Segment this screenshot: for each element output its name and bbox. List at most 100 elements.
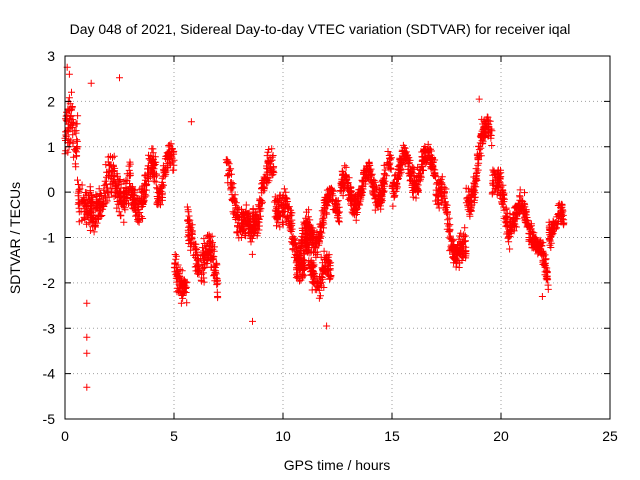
data-point — [73, 148, 80, 156]
data-point — [555, 211, 563, 219]
data-point — [86, 195, 94, 203]
data-point — [254, 201, 262, 209]
data-point — [229, 196, 237, 204]
data-point — [380, 170, 388, 178]
data-point — [184, 217, 192, 225]
data-point — [120, 218, 128, 226]
data-point — [302, 214, 310, 222]
data-point — [475, 95, 483, 103]
data-point — [327, 272, 335, 279]
data-point — [108, 184, 116, 192]
data-point — [559, 207, 567, 215]
data-point — [210, 266, 218, 274]
data-point — [461, 232, 469, 240]
data-point — [320, 247, 328, 255]
data-point — [266, 160, 274, 168]
data-point — [65, 70, 73, 78]
data-point — [377, 182, 385, 190]
data-point — [346, 188, 354, 195]
data-point — [310, 278, 318, 286]
data-point — [116, 194, 123, 201]
data-point — [230, 210, 238, 218]
data-point — [513, 204, 521, 212]
data-point — [93, 219, 101, 227]
data-point — [380, 188, 388, 196]
data-point — [391, 191, 399, 199]
data-point — [396, 170, 404, 178]
data-point — [214, 276, 221, 284]
data-point — [296, 245, 304, 252]
data-point — [103, 168, 111, 176]
data-point — [75, 208, 83, 216]
data-point — [67, 112, 75, 120]
data-point — [396, 163, 404, 171]
data-point — [450, 241, 458, 248]
data-point — [306, 227, 314, 234]
data-point — [264, 156, 272, 164]
data-point — [315, 294, 323, 302]
data-point — [300, 271, 308, 279]
data-point — [314, 279, 322, 287]
data-point — [112, 182, 120, 190]
data-point — [339, 168, 347, 176]
data-point — [76, 199, 84, 207]
y-tick-label: 2 — [47, 93, 55, 109]
data-point — [69, 131, 77, 139]
data-point — [201, 253, 209, 261]
data-point — [127, 194, 134, 201]
data-point — [95, 185, 103, 193]
data-point — [507, 227, 515, 235]
data-point — [65, 120, 73, 128]
data-point — [432, 191, 440, 199]
data-point — [276, 212, 284, 220]
data-point — [212, 270, 220, 278]
data-point — [460, 233, 468, 241]
data-point — [153, 198, 161, 206]
data-point — [291, 235, 299, 243]
data-point — [283, 214, 291, 222]
data-point — [135, 218, 143, 226]
data-point — [395, 175, 402, 183]
data-point — [123, 177, 131, 185]
data-point — [317, 273, 325, 280]
data-point — [378, 197, 386, 205]
data-point — [207, 246, 215, 254]
data-point — [350, 196, 358, 204]
data-point — [548, 231, 556, 239]
x-tick-label: 15 — [384, 428, 400, 444]
data-point — [156, 184, 164, 192]
data-point — [201, 261, 209, 269]
data-point — [427, 145, 434, 153]
data-point — [172, 255, 180, 263]
data-point — [512, 203, 520, 211]
data-point — [172, 252, 180, 260]
data-point — [280, 185, 288, 193]
data-point — [253, 211, 261, 219]
data-point — [75, 218, 83, 226]
data-point — [475, 159, 483, 167]
data-point — [453, 257, 461, 265]
data-point — [429, 165, 437, 173]
data-point — [283, 195, 291, 203]
data-point — [394, 176, 402, 183]
data-point — [222, 156, 230, 164]
data-point — [560, 219, 568, 227]
data-point — [404, 157, 412, 165]
data-point — [152, 158, 160, 166]
data-point — [274, 208, 282, 216]
chart-title: Day 048 of 2021, Sidereal Day-to-day VTE… — [70, 21, 571, 37]
data-point — [341, 174, 349, 182]
data-point — [90, 228, 98, 236]
data-point — [121, 197, 129, 205]
data-point — [550, 220, 558, 228]
data-point — [242, 201, 250, 209]
data-point — [261, 174, 269, 182]
data-point — [358, 191, 366, 199]
data-point — [263, 164, 271, 172]
data-point — [460, 238, 468, 245]
data-point — [414, 187, 422, 194]
data-point — [66, 125, 74, 133]
data-point — [463, 194, 471, 202]
data-point — [85, 209, 93, 217]
data-point — [339, 192, 347, 200]
